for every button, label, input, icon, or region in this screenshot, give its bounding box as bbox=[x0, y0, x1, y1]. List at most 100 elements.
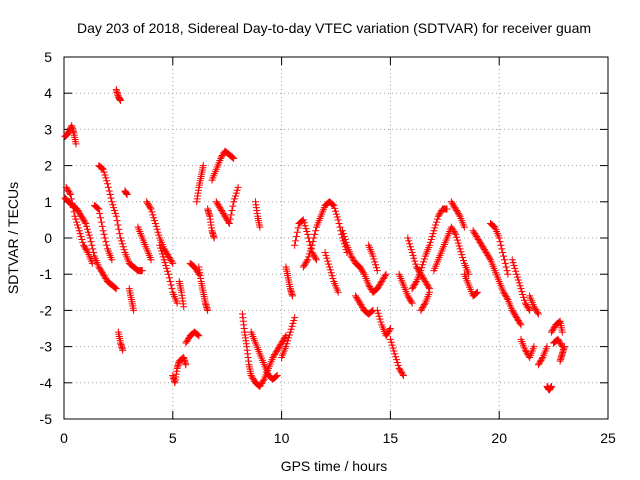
data-point bbox=[119, 243, 127, 251]
data-point bbox=[144, 199, 152, 207]
data-point bbox=[453, 206, 461, 214]
data-point bbox=[230, 198, 238, 206]
data-point bbox=[519, 290, 527, 298]
data-point bbox=[248, 373, 256, 381]
data-point bbox=[419, 304, 427, 312]
data-point bbox=[398, 369, 406, 377]
data-point bbox=[231, 195, 239, 203]
data-point bbox=[212, 198, 220, 206]
data-point bbox=[513, 273, 521, 281]
data-point bbox=[448, 199, 456, 207]
data-point bbox=[184, 335, 192, 343]
data-point bbox=[85, 231, 93, 239]
data-point bbox=[233, 186, 241, 194]
data-point bbox=[555, 318, 563, 326]
data-point bbox=[549, 325, 557, 333]
data-point bbox=[97, 164, 105, 172]
data-point bbox=[522, 348, 530, 356]
data-point bbox=[431, 224, 439, 232]
data-point bbox=[376, 280, 384, 288]
data-point bbox=[538, 355, 546, 363]
data-point bbox=[321, 248, 329, 256]
data-point bbox=[97, 266, 105, 274]
data-point bbox=[426, 241, 434, 249]
data-point bbox=[68, 199, 76, 207]
data-point bbox=[153, 225, 161, 233]
data-point bbox=[78, 214, 86, 222]
data-point bbox=[469, 227, 477, 235]
y-tick-label: -2 bbox=[40, 302, 53, 318]
data-point bbox=[386, 326, 394, 334]
data-point bbox=[173, 299, 181, 307]
data-point bbox=[109, 201, 117, 209]
data-point bbox=[73, 205, 81, 213]
data-point bbox=[412, 260, 420, 268]
data-point bbox=[183, 338, 191, 346]
data-point bbox=[473, 233, 481, 241]
data-point bbox=[347, 252, 355, 260]
data-point bbox=[406, 243, 414, 251]
data-point bbox=[98, 222, 106, 230]
data-point bbox=[305, 253, 313, 261]
data-point bbox=[537, 356, 545, 364]
data-point bbox=[292, 237, 300, 245]
data-point bbox=[89, 245, 97, 253]
data-point bbox=[79, 238, 87, 246]
data-point bbox=[325, 263, 333, 271]
data-point bbox=[273, 346, 281, 354]
data-point bbox=[518, 288, 526, 296]
data-point bbox=[258, 378, 266, 386]
data-point bbox=[304, 230, 312, 238]
data-point bbox=[365, 281, 373, 289]
data-point bbox=[377, 279, 385, 287]
data-point bbox=[81, 218, 89, 226]
data-point bbox=[311, 253, 319, 261]
data-point bbox=[284, 337, 292, 345]
data-point bbox=[144, 201, 152, 209]
data-point bbox=[428, 233, 436, 241]
data-point bbox=[101, 273, 109, 281]
data-point bbox=[231, 192, 239, 200]
data-point bbox=[88, 241, 96, 249]
data-point bbox=[429, 230, 437, 238]
data-point bbox=[67, 191, 75, 199]
data-point bbox=[300, 219, 308, 227]
data-point bbox=[339, 227, 347, 235]
data-point bbox=[460, 256, 468, 264]
data-point bbox=[324, 257, 332, 265]
data-point bbox=[105, 187, 113, 195]
data-point bbox=[299, 216, 307, 224]
data-point bbox=[312, 256, 320, 264]
data-point bbox=[454, 209, 462, 217]
data-point bbox=[329, 275, 337, 283]
data-point bbox=[322, 251, 330, 259]
data-point bbox=[509, 308, 517, 316]
data-point bbox=[96, 209, 104, 217]
data-point bbox=[379, 275, 387, 283]
data-point bbox=[302, 259, 310, 267]
data-point bbox=[247, 372, 255, 380]
data-point bbox=[312, 254, 320, 262]
data-point bbox=[421, 277, 429, 285]
data-point bbox=[106, 191, 114, 199]
data-point bbox=[348, 254, 356, 262]
data-point bbox=[334, 216, 342, 224]
data-point bbox=[97, 214, 105, 222]
data-point bbox=[285, 334, 293, 342]
data-point bbox=[286, 328, 294, 336]
data-point bbox=[80, 243, 88, 251]
data-point bbox=[451, 204, 459, 212]
data-point bbox=[275, 343, 283, 351]
data-point bbox=[259, 377, 267, 385]
data-point bbox=[143, 198, 151, 206]
data-point bbox=[293, 228, 301, 236]
data-point bbox=[182, 339, 190, 347]
data-point bbox=[379, 276, 387, 284]
data-point bbox=[447, 223, 455, 231]
data-point bbox=[71, 212, 79, 220]
data-point bbox=[288, 292, 296, 300]
data-point bbox=[381, 272, 389, 280]
data-point bbox=[394, 361, 402, 369]
data-point bbox=[419, 258, 427, 266]
data-point bbox=[359, 269, 367, 277]
